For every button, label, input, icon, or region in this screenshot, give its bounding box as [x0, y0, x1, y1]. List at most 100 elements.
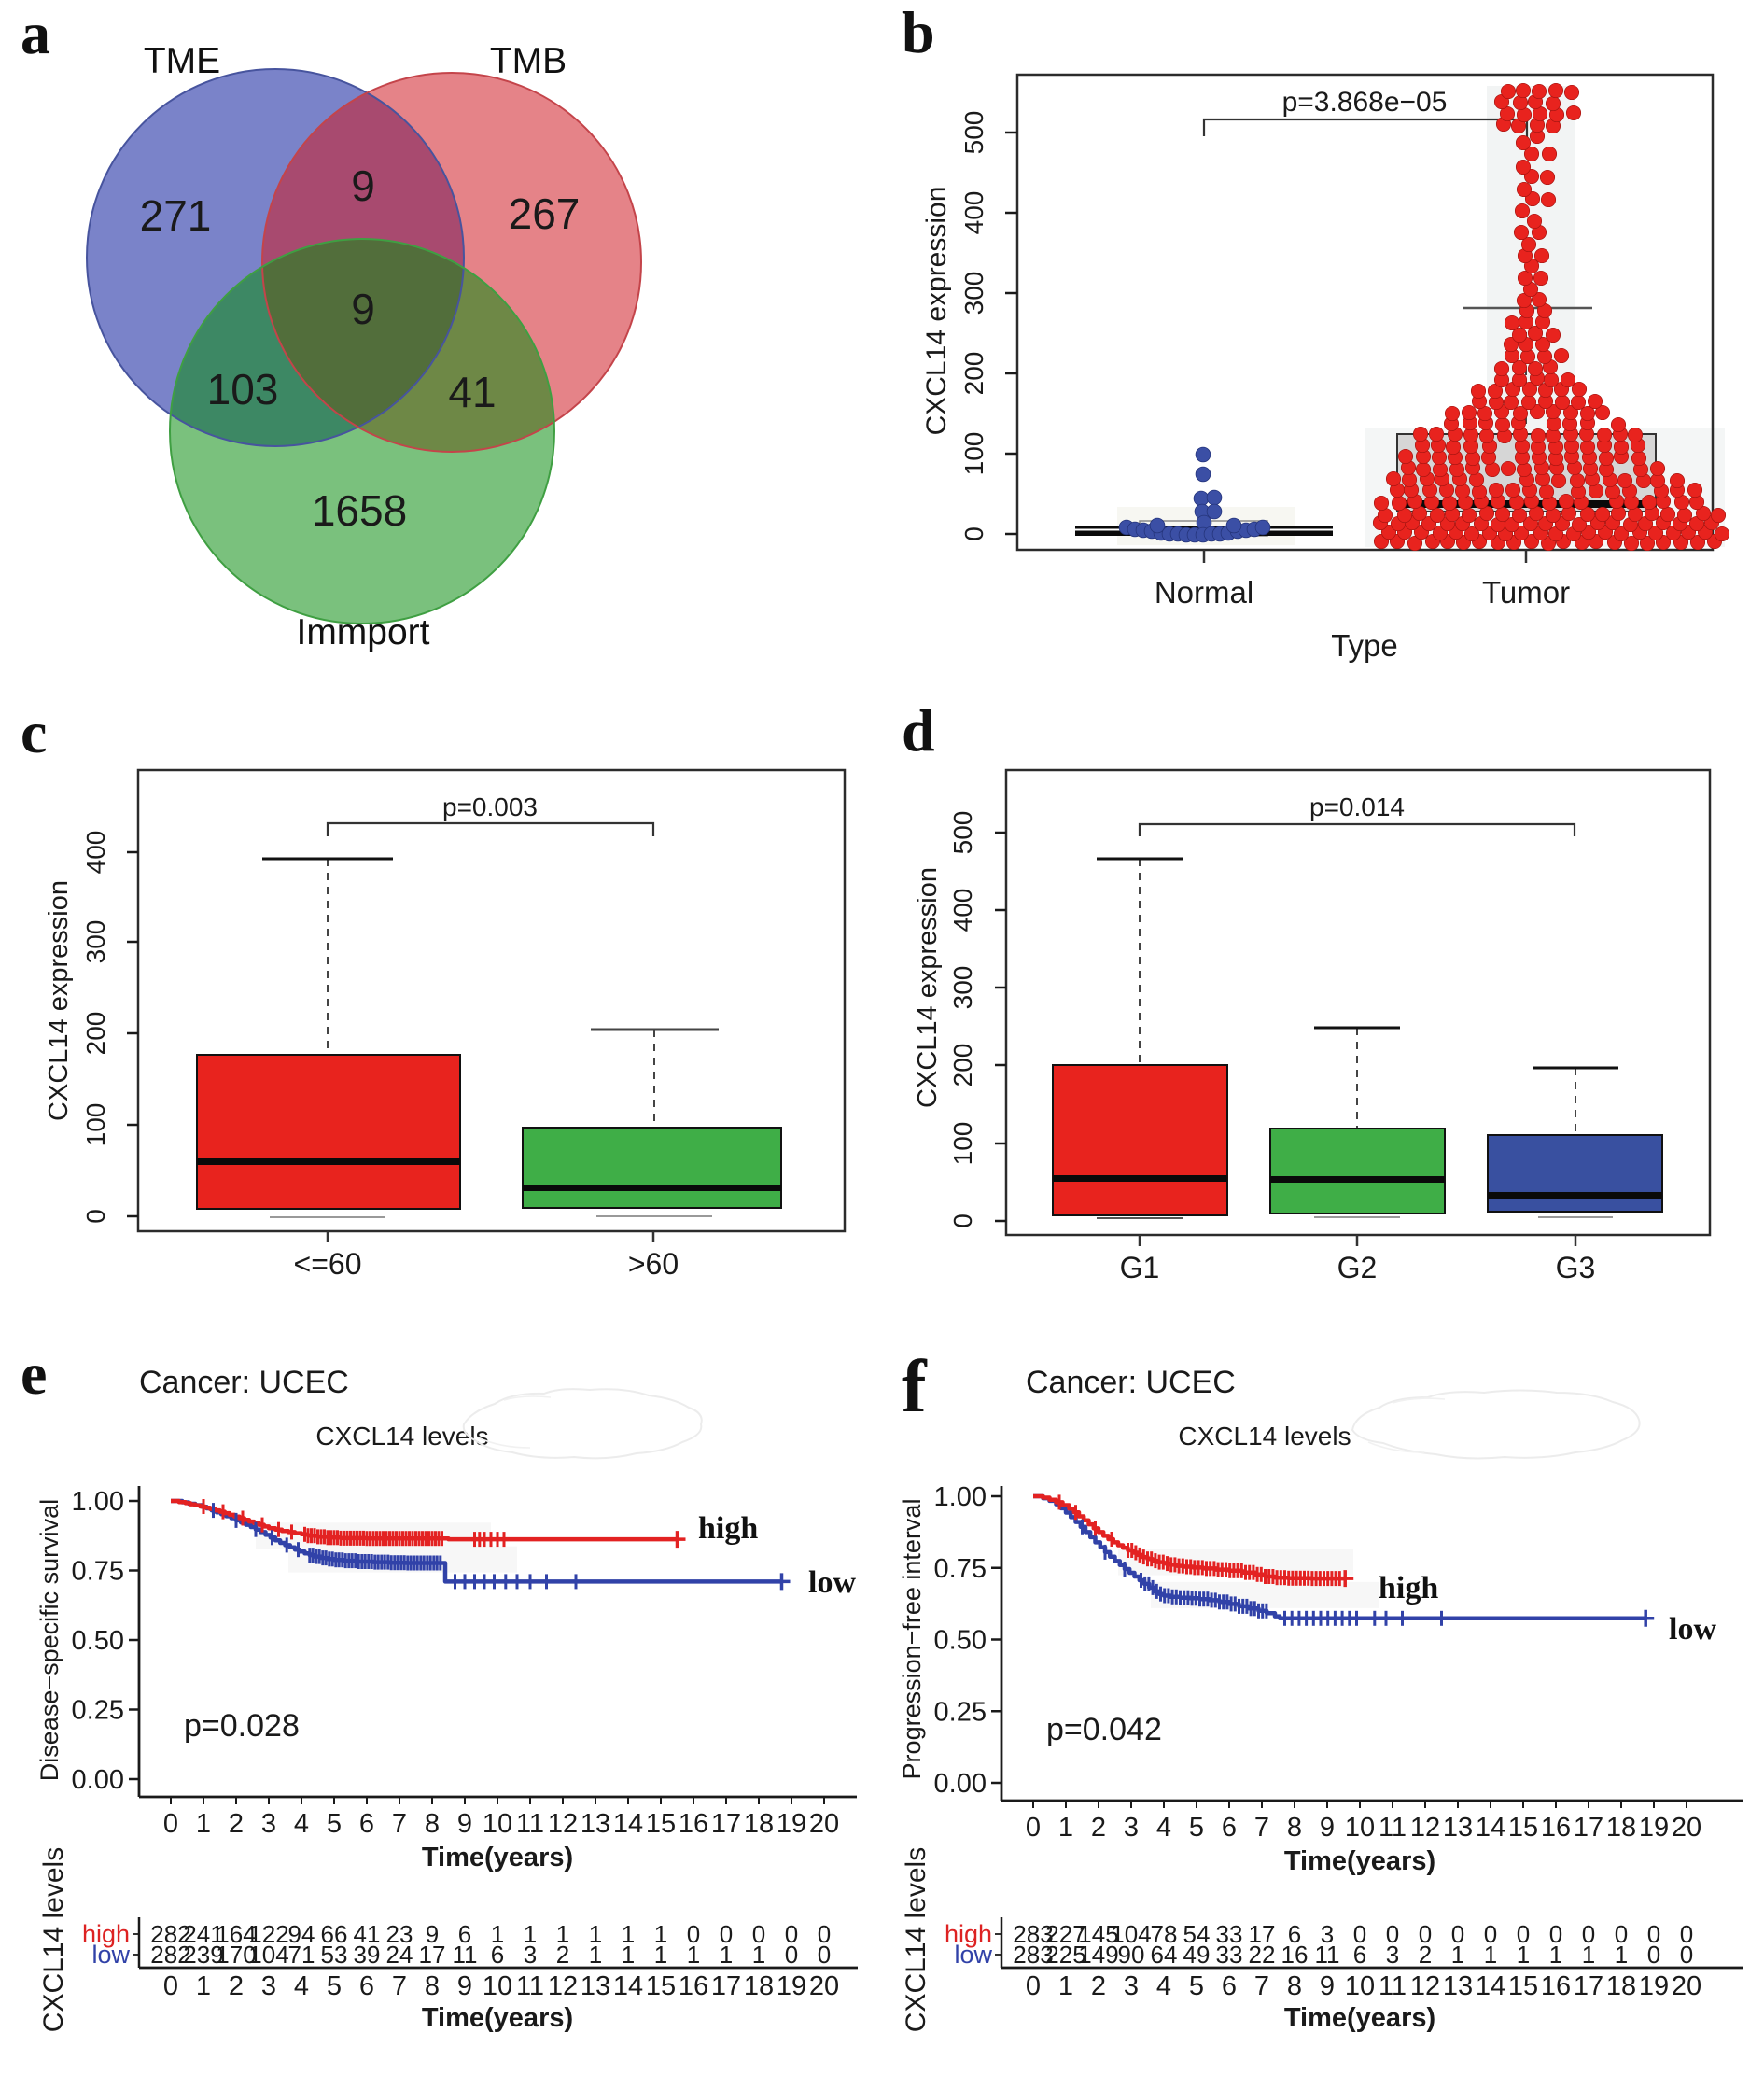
- svg-text:104: 104: [1111, 1920, 1151, 1948]
- svg-text:500: 500: [959, 111, 988, 155]
- svg-text:17: 17: [711, 1809, 741, 1839]
- svg-text:10: 10: [483, 1809, 512, 1839]
- svg-text:1: 1: [1058, 1971, 1073, 2001]
- svg-text:3: 3: [261, 1971, 276, 2001]
- svg-text:0: 0: [785, 1920, 798, 1948]
- svg-text:9: 9: [1320, 1971, 1335, 2001]
- svg-text:164: 164: [216, 1920, 256, 1948]
- svg-text:p=0.042: p=0.042: [1046, 1712, 1162, 1747]
- svg-text:Disease−specific survival: Disease−specific survival: [35, 1499, 63, 1781]
- svg-text:8: 8: [1287, 1971, 1302, 2001]
- svg-text:2: 2: [1419, 1941, 1432, 1969]
- svg-text:20: 20: [809, 1809, 839, 1839]
- svg-text:20: 20: [809, 1971, 839, 2001]
- svg-text:low: low: [1669, 1612, 1716, 1647]
- svg-text:227: 227: [1045, 1920, 1085, 1948]
- svg-text:1: 1: [1517, 1941, 1530, 1969]
- svg-text:10: 10: [483, 1971, 512, 2001]
- svg-text:>60: >60: [628, 1247, 679, 1281]
- svg-text:3: 3: [1124, 1971, 1139, 2001]
- svg-text:13: 13: [581, 1809, 610, 1839]
- svg-text:16: 16: [679, 1971, 708, 2001]
- svg-text:f: f: [902, 1346, 928, 1428]
- svg-text:0: 0: [948, 1213, 977, 1228]
- svg-text:0.25: 0.25: [934, 1697, 987, 1727]
- svg-text:15: 15: [1508, 1971, 1538, 2001]
- svg-text:low: low: [954, 1941, 992, 1969]
- svg-text:high: high: [82, 1920, 130, 1948]
- svg-text:6: 6: [1288, 1920, 1301, 1948]
- svg-text:p=0.003: p=0.003: [442, 792, 538, 821]
- svg-text:1: 1: [491, 1920, 504, 1948]
- svg-text:0: 0: [1615, 1920, 1628, 1948]
- svg-text:54: 54: [1183, 1920, 1211, 1948]
- svg-text:11: 11: [453, 1941, 478, 1969]
- svg-text:13: 13: [581, 1971, 610, 2001]
- svg-text:17: 17: [419, 1941, 446, 1969]
- svg-text:3: 3: [1124, 1813, 1139, 1843]
- svg-text:11: 11: [516, 1971, 544, 2001]
- svg-text:low: low: [808, 1565, 856, 1600]
- svg-text:16: 16: [1541, 1813, 1571, 1843]
- svg-text:241: 241: [183, 1920, 223, 1948]
- svg-text:1: 1: [622, 1941, 635, 1969]
- svg-text:33: 33: [1216, 1920, 1243, 1948]
- svg-text:9: 9: [351, 161, 375, 210]
- svg-text:d: d: [902, 697, 935, 764]
- svg-text:TME: TME: [144, 41, 220, 81]
- svg-text:<=60: <=60: [294, 1247, 362, 1281]
- svg-text:6: 6: [458, 1920, 471, 1948]
- svg-text:Immport: Immport: [296, 612, 429, 652]
- svg-text:c: c: [21, 699, 47, 765]
- svg-text:18: 18: [1606, 1813, 1636, 1843]
- svg-text:300: 300: [959, 272, 988, 315]
- svg-text:1: 1: [654, 1920, 667, 1948]
- svg-text:low: low: [91, 1941, 130, 1969]
- svg-text:9: 9: [426, 1920, 439, 1948]
- svg-text:14: 14: [613, 1971, 643, 2001]
- svg-text:14: 14: [613, 1809, 643, 1839]
- svg-text:0: 0: [1582, 1920, 1595, 1948]
- svg-text:CXCL14 levels: CXCL14 levels: [38, 1847, 69, 2032]
- svg-text:16: 16: [1541, 1971, 1571, 2001]
- svg-text:1: 1: [720, 1941, 733, 1969]
- svg-text:4: 4: [294, 1809, 309, 1839]
- svg-text:p=0.028: p=0.028: [184, 1708, 300, 1744]
- svg-text:267: 267: [509, 189, 581, 238]
- svg-text:8: 8: [425, 1809, 440, 1839]
- svg-text:1: 1: [589, 1920, 602, 1948]
- svg-text:78: 78: [1151, 1920, 1178, 1948]
- svg-text:20: 20: [1672, 1813, 1701, 1843]
- svg-text:p=3.868e−05: p=3.868e−05: [1282, 87, 1448, 118]
- svg-text:CXCL14 expression: CXCL14 expression: [44, 880, 74, 1121]
- svg-text:0: 0: [1517, 1920, 1530, 1948]
- svg-text:0.00: 0.00: [72, 1765, 124, 1795]
- svg-text:282: 282: [150, 1920, 190, 1948]
- svg-text:15: 15: [646, 1971, 676, 2001]
- svg-text:5: 5: [327, 1971, 342, 2001]
- svg-text:high: high: [1379, 1571, 1438, 1605]
- svg-text:12: 12: [1410, 1813, 1440, 1843]
- svg-text:12: 12: [548, 1971, 578, 2001]
- svg-text:Progression−free interval: Progression−free interval: [898, 1499, 926, 1780]
- svg-text:0.25: 0.25: [72, 1696, 124, 1726]
- svg-text:2: 2: [1091, 1813, 1106, 1843]
- svg-text:G2: G2: [1337, 1251, 1378, 1284]
- svg-text:Normal: Normal: [1155, 575, 1253, 610]
- svg-text:104: 104: [248, 1941, 288, 1969]
- svg-text:0.50: 0.50: [72, 1626, 124, 1656]
- svg-text:4: 4: [1156, 1813, 1171, 1843]
- svg-text:0: 0: [687, 1920, 700, 1948]
- svg-text:1: 1: [1549, 1941, 1562, 1969]
- svg-text:13: 13: [1443, 1971, 1473, 2001]
- svg-text:CXCL14 levels: CXCL14 levels: [1178, 1422, 1351, 1451]
- svg-text:1: 1: [687, 1941, 700, 1969]
- svg-text:G1: G1: [1120, 1251, 1160, 1284]
- svg-text:225: 225: [1045, 1941, 1085, 1969]
- svg-text:3: 3: [1321, 1920, 1334, 1948]
- svg-text:23: 23: [386, 1920, 413, 1948]
- svg-text:0: 0: [720, 1920, 733, 1948]
- svg-text:11: 11: [1379, 1971, 1407, 2001]
- svg-text:18: 18: [744, 1971, 774, 2001]
- svg-text:1: 1: [1484, 1941, 1497, 1969]
